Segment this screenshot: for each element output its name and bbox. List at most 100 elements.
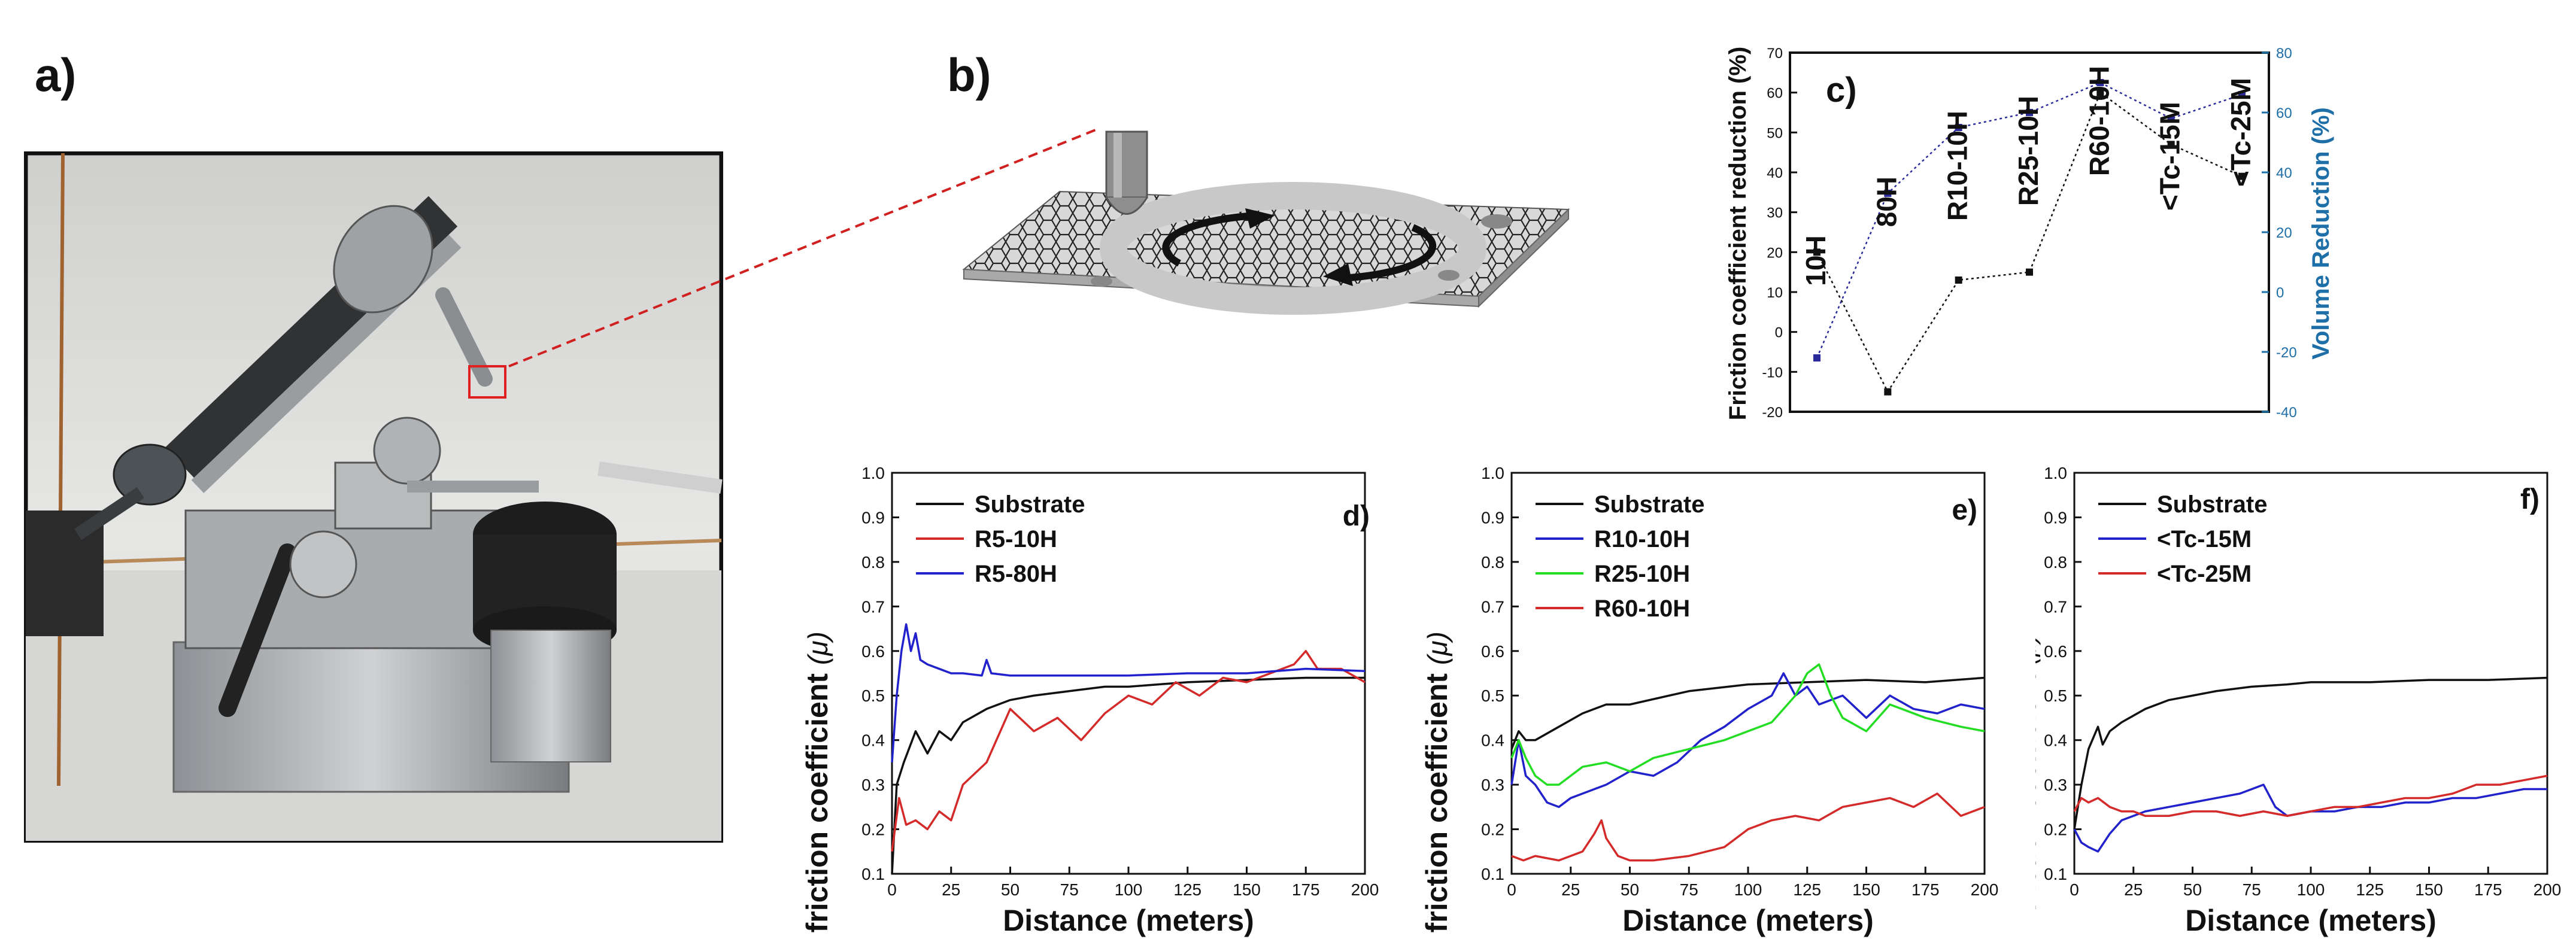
chart-d-ytick-label: 0.4 — [861, 731, 885, 750]
chart-e-ytick-label: 0.7 — [1481, 597, 1504, 616]
chart-c-ytick-label: -20 — [1762, 405, 1783, 421]
chart-d-ytick-label: 0.8 — [861, 553, 885, 572]
chart-f-ytick-label: 0.3 — [2044, 776, 2067, 794]
chart-e-legend-label-substrate: Substrate — [1594, 491, 1705, 518]
chart-c-point-right-r10-10h — [1955, 124, 1962, 131]
chart-c-category-tc-15m: <Tc-15M — [2155, 102, 2186, 211]
chart-e-xtick-label: 175 — [1911, 880, 1940, 899]
panel-label-b: b) — [947, 48, 991, 101]
chart-f-xlabel: Distance (meters) — [2185, 904, 2437, 937]
pin — [1105, 130, 1148, 199]
chart-f-xtick-label: 75 — [2243, 880, 2261, 899]
chart-c-point-left-80h — [1884, 388, 1892, 396]
chart-e-xtick-label: 100 — [1734, 880, 1762, 899]
chart-c-point-left-tc-25m — [2238, 172, 2246, 180]
chart-f-ytick-label: 0.7 — [2044, 597, 2067, 616]
chart-f-xtick-label: 25 — [2124, 880, 2143, 899]
chart-d-xtick-label: 150 — [1233, 880, 1261, 899]
chart-d-xtick-label: 125 — [1173, 880, 1201, 899]
chart-e-legend-label-r25-10h: R25-10H — [1594, 561, 1690, 587]
wear-track — [1100, 182, 1486, 315]
chart-f: 1.0 0.9 0.8 0.7 0.6 0.5 0.4 0.3 0.2 0.10 25 50 75 100… — [2035, 464, 2562, 937]
chart-c-point-left-r60-10h — [2096, 89, 2104, 96]
chart-c-y2tick-label: 80 — [2276, 45, 2292, 62]
chart-f-legend-label-substrate: Substrate — [2157, 491, 2268, 518]
chart-f-ytick-label: 0.8 — [2044, 553, 2067, 572]
chart-f-xtick-label: 175 — [2474, 880, 2502, 899]
chart-d-series-r5-80h — [891, 623, 1366, 763]
chart-d-legend-label-r5-80h: R5-80H — [975, 561, 1057, 587]
chart-e-series-substrate — [1510, 676, 1985, 750]
chart-e-ytick-label: 0.1 — [1481, 865, 1504, 883]
chart-c-point-left-r10-10h — [1955, 277, 1962, 284]
chart-d-ytick-label: 1.0 — [861, 464, 885, 482]
chart-c-ytick-label: 60 — [1767, 86, 1783, 102]
pin-on-disc-diagram — [962, 130, 1570, 315]
chart-d-xtick-label: 75 — [1060, 880, 1079, 899]
chart-c-ytick-label: -10 — [1762, 364, 1783, 381]
knob-left — [113, 443, 187, 506]
chart-e-xtick-label: 125 — [1793, 880, 1821, 899]
chart-c-point-left-10h — [1813, 248, 1821, 256]
chart-f-xtick-label: 50 — [2183, 880, 2202, 899]
rotation-arrow-right — [1340, 224, 1437, 282]
chart-c-point-right-tc-15m — [2167, 115, 2175, 122]
chart-f-ytick-label: 0.2 — [2044, 821, 2067, 839]
chart-d-ytick-label: 0.7 — [861, 597, 885, 616]
chart-c-category-r60-10h: R60-10H — [2083, 66, 2114, 176]
chart-f-ytick-label: 0.9 — [2044, 508, 2067, 527]
chart-f-xtick-label: 100 — [2297, 880, 2325, 899]
chart-e-ytick-label: 1.0 — [1481, 464, 1504, 482]
chart-e-ylabel: friction coefficient — [1420, 673, 1454, 933]
chart-f-xtick-label: 200 — [2533, 880, 2562, 899]
chart-d-xtick-label: 175 — [1292, 880, 1320, 899]
chart-f-xtick-label: 150 — [2415, 880, 2443, 899]
chart-d-ytick-label: 0.9 — [861, 508, 885, 527]
chart-e-xtick-label: 50 — [1621, 880, 1639, 899]
chart-c-ylabel: Friction coefficient reduction (%) — [1725, 47, 1751, 420]
chart-c-y2tick-label: 0 — [2276, 285, 2284, 301]
chart-f-ytick-label: 1.0 — [2044, 464, 2067, 482]
chart-d-legend-label-r5-10h: R5-10H — [975, 526, 1057, 552]
chart-c-ytick-label: 0 — [1775, 325, 1783, 341]
chart-e-legend-label-r10-10h: R10-10H — [1594, 526, 1690, 552]
chart-f-xtick-label: 125 — [2356, 880, 2384, 899]
chart-c-point-right-80h — [1884, 190, 1892, 197]
cable — [219, 543, 296, 717]
chart-e-ytick-label: 0.9 — [1481, 508, 1504, 527]
chart-c-point-right-10h — [1813, 354, 1821, 361]
chart-c-ytick-label: 20 — [1767, 245, 1783, 261]
chart-f-series-tc-15m — [2073, 783, 2547, 853]
chart-f-ytick-label: 0.5 — [2044, 686, 2067, 705]
chart-e-ytick-label: 0.5 — [1481, 686, 1504, 705]
panel-label-a: a) — [35, 48, 77, 101]
chart-f-series-substrate — [2073, 676, 2548, 830]
chart-d-ytick-label: 0.5 — [861, 686, 885, 705]
chart-e-series-r25-10h — [1510, 663, 1985, 786]
chart-d-ytick-label: 0.3 — [861, 776, 885, 794]
chart-d-series-substrate — [891, 676, 1365, 874]
chart-e-label: e) — [1952, 494, 1977, 526]
weight-disk — [333, 205, 433, 314]
chart-e-xtick-label: 200 — [1971, 880, 1999, 899]
chart-f-ylabel-symbol: (μ) — [2035, 634, 2041, 665]
chart-f-ytick-label: 0.4 — [2044, 731, 2067, 750]
chart-e-xtick-label: 0 — [1507, 880, 1516, 899]
chart-e-ytick-label: 0.6 — [1481, 642, 1504, 661]
chart-e-series-r10-10h — [1510, 672, 1985, 809]
chart-d-ylabel: friction coefficient — [800, 673, 834, 933]
chart-e-frame — [1510, 472, 1986, 875]
chart-f-ytick-label: 0.1 — [2044, 865, 2067, 883]
chart-d-legend-label-substrate: Substrate — [975, 491, 1085, 518]
chart-f-series-tc-25m — [2073, 774, 2548, 817]
chart-e-xtick-label: 25 — [1561, 880, 1580, 899]
chart-e-ytick-label: 0.3 — [1481, 776, 1504, 794]
chart-f-frame — [2073, 472, 2548, 875]
chart-d-ylabel-symbol: (μ) — [802, 631, 833, 665]
chart-d-xtick-label: 0 — [887, 880, 897, 899]
rotation-arrow-left — [1162, 212, 1258, 267]
chart-d-xtick-label: 200 — [1351, 880, 1379, 899]
chart-e-xlabel: Distance (meters) — [1622, 904, 1874, 937]
chart-c: c) 70 60 50 40 30 20 10 0 -10 -20 80 60 40 20 0 -20 -40… — [1725, 45, 2334, 421]
chart-d-xtick-label: 25 — [942, 880, 960, 899]
